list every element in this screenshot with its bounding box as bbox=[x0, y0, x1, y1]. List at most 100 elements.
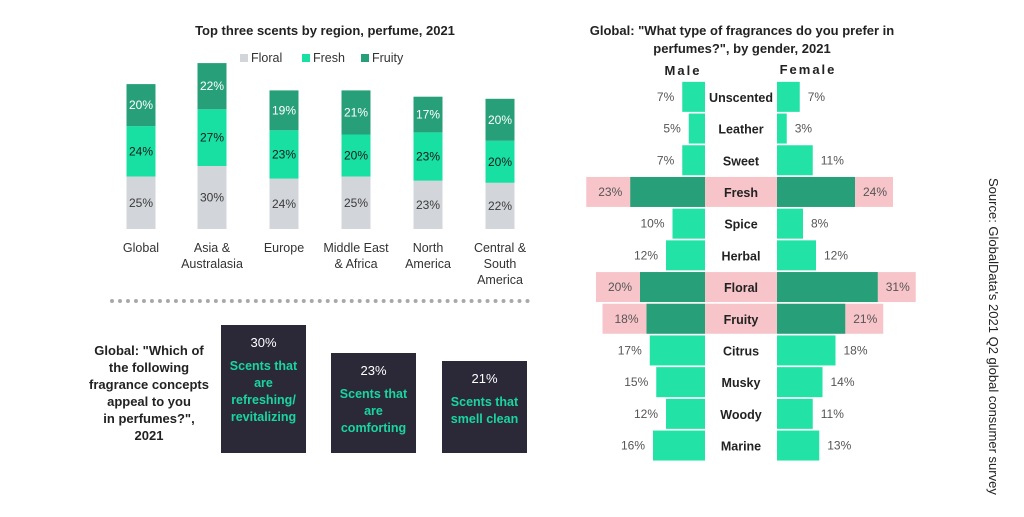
male-value: 18% bbox=[614, 312, 638, 326]
male-value: 15% bbox=[624, 375, 648, 389]
male-value: 10% bbox=[640, 217, 664, 231]
source-note: Source: GlobalData's 2021 Q2 global cons… bbox=[986, 178, 1001, 495]
male-header: Male bbox=[665, 63, 702, 78]
category-label: Global bbox=[123, 241, 159, 255]
category-label: South bbox=[484, 257, 517, 271]
female-bar bbox=[777, 335, 836, 366]
pyramid-title-line: Global: "What type of fragrances do you … bbox=[589, 23, 895, 38]
data-label: 20% bbox=[129, 98, 153, 112]
scent-label: Musky bbox=[722, 376, 761, 390]
question-line: fragrance concepts bbox=[89, 377, 209, 392]
legend-swatch bbox=[240, 54, 248, 62]
category-label: North bbox=[413, 241, 444, 255]
male-value: 16% bbox=[621, 439, 645, 453]
data-label: 23% bbox=[272, 147, 296, 161]
female-bar bbox=[777, 303, 846, 334]
concept-label-line: smell clean bbox=[450, 412, 519, 426]
male-bar bbox=[666, 240, 705, 271]
data-label: 19% bbox=[272, 103, 296, 117]
category-label: America bbox=[405, 257, 451, 271]
section-divider bbox=[110, 299, 530, 303]
pyramid-title-line: perfumes?", by gender, 2021 bbox=[653, 41, 831, 56]
female-bar bbox=[777, 145, 813, 176]
female-bar bbox=[777, 176, 855, 207]
female-bar bbox=[777, 208, 803, 239]
male-bar bbox=[649, 335, 705, 366]
data-label: 17% bbox=[416, 108, 440, 122]
bar-segment bbox=[197, 63, 227, 110]
bar-segment bbox=[341, 134, 371, 177]
male-bar bbox=[682, 145, 705, 176]
male-bar bbox=[682, 81, 705, 112]
male-value: 12% bbox=[634, 407, 658, 421]
legend-label: Fresh bbox=[313, 51, 345, 65]
bar-segment bbox=[485, 98, 515, 141]
stacked-chart-title: Top three scents by region, perfume, 202… bbox=[195, 23, 455, 38]
concepts-question: Global: "Which of the following fragranc… bbox=[88, 342, 210, 444]
scent-label: Floral bbox=[724, 281, 758, 295]
bar-segment bbox=[269, 130, 299, 179]
bar-segment bbox=[341, 90, 371, 135]
bar-segment bbox=[126, 176, 156, 229]
scent-label: Sweet bbox=[723, 154, 760, 168]
female-value: 24% bbox=[863, 185, 887, 199]
concept-percent: 30% bbox=[250, 335, 277, 350]
bar-segment bbox=[269, 178, 299, 229]
female-value: 21% bbox=[853, 312, 877, 326]
male-bar bbox=[630, 176, 705, 207]
data-label: 23% bbox=[416, 198, 440, 212]
female-value: 14% bbox=[831, 375, 855, 389]
category-label: Australasia bbox=[181, 257, 243, 271]
scent-label: Woody bbox=[720, 408, 761, 422]
data-label: 20% bbox=[488, 155, 512, 169]
male-bar bbox=[688, 113, 705, 144]
data-label: 25% bbox=[344, 196, 368, 210]
concept-label: Scents that are refreshing/ revitalizing bbox=[221, 358, 306, 426]
concept-percent: 23% bbox=[360, 363, 387, 378]
question-line: in perfumes?", bbox=[103, 411, 195, 426]
highlight-band bbox=[602, 303, 884, 334]
bar-segment bbox=[126, 84, 156, 127]
female-value: 7% bbox=[808, 90, 826, 104]
data-label: 23% bbox=[416, 150, 440, 164]
female-bar bbox=[777, 240, 816, 271]
data-label: 20% bbox=[344, 149, 368, 163]
concept-card-clean: 21% Scents that smell clean bbox=[442, 361, 527, 453]
bar-segment bbox=[485, 182, 515, 229]
concept-label-line: Scents that bbox=[339, 387, 408, 401]
concept-label-line: Scents that bbox=[229, 359, 298, 373]
data-label: 20% bbox=[488, 113, 512, 127]
question-line: 2021 bbox=[134, 428, 164, 443]
bar-segment bbox=[413, 96, 443, 133]
male-bar bbox=[653, 430, 705, 461]
male-bar bbox=[640, 272, 705, 303]
concept-percent: 21% bbox=[471, 371, 498, 386]
bar-segment bbox=[413, 132, 443, 181]
male-value: 5% bbox=[663, 122, 681, 136]
bar-segment bbox=[485, 140, 515, 183]
concept-label-line: refreshing/ bbox=[231, 393, 296, 407]
male-bar bbox=[646, 303, 705, 334]
female-value: 11% bbox=[821, 153, 844, 167]
data-label: 25% bbox=[129, 196, 153, 210]
female-bar bbox=[777, 113, 787, 144]
concept-label: Scents that smell clean bbox=[442, 394, 527, 428]
bar-segment bbox=[197, 166, 227, 229]
bar-segment bbox=[341, 176, 371, 229]
data-label: 27% bbox=[200, 131, 224, 145]
category-label: America bbox=[477, 273, 523, 287]
female-value: 3% bbox=[795, 122, 813, 136]
legend-swatch bbox=[361, 54, 369, 62]
category-label: Asia & bbox=[194, 241, 231, 255]
male-bar bbox=[656, 367, 705, 398]
concept-card-refreshing: 30% Scents that are refreshing/ revitali… bbox=[221, 325, 306, 453]
concept-label-line: revitalizing bbox=[230, 410, 297, 424]
concept-label: Scents that are comforting bbox=[331, 386, 416, 437]
concept-card-comforting: 23% Scents that are comforting bbox=[331, 353, 416, 453]
male-value: 7% bbox=[657, 90, 675, 104]
female-value: 11% bbox=[821, 407, 844, 421]
legend-label: Fruity bbox=[372, 51, 404, 65]
bar-segment bbox=[269, 90, 299, 131]
bar-segment bbox=[197, 109, 227, 166]
category-label: Central & bbox=[474, 241, 527, 255]
